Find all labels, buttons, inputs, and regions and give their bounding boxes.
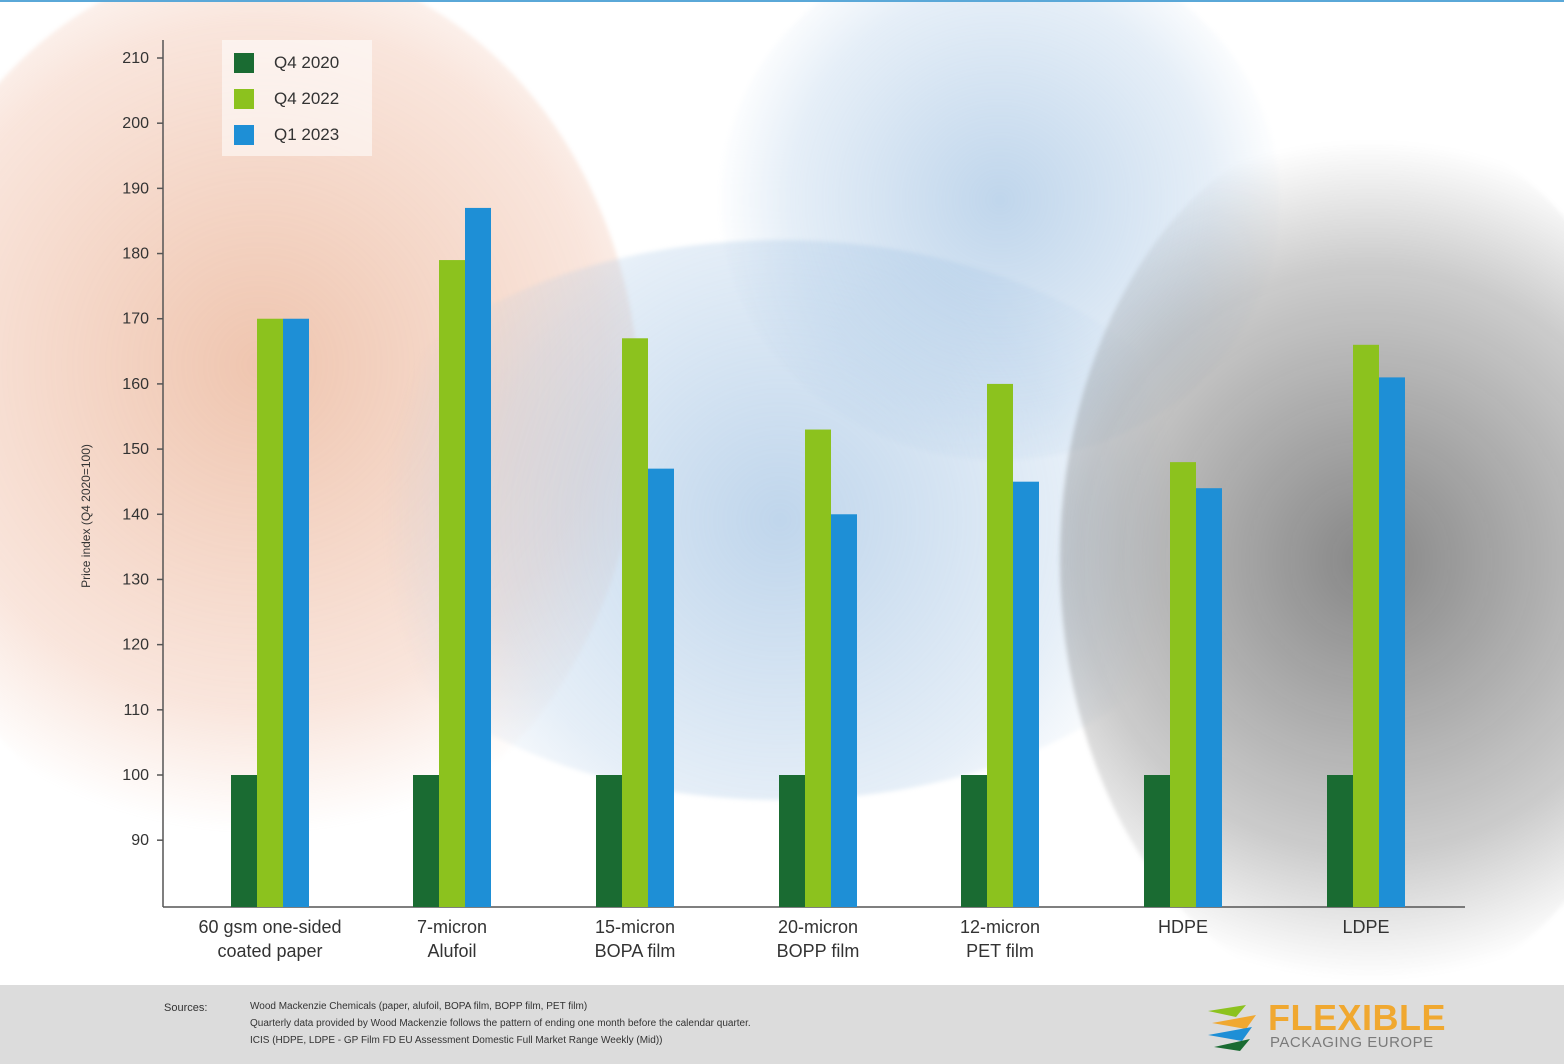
chart-legend: Q4 2020 Q4 2022 Q1 2023 bbox=[222, 40, 372, 156]
bar-chart: 90 100 110 120 130 140 150 160 170 180 190 200 210 6… bbox=[79, 40, 1465, 961]
bar bbox=[257, 318, 283, 907]
y-tick-label: 120 bbox=[122, 637, 149, 654]
y-tick-label: 150 bbox=[122, 441, 149, 458]
bar bbox=[648, 468, 674, 907]
sources-title: Sources: bbox=[164, 1002, 208, 1014]
legend-label: Q1 2023 bbox=[274, 125, 340, 144]
y-ticks: 90 100 110 120 130 140 150 160 170 180 190 200 210 bbox=[122, 50, 163, 849]
footer: Sources: Wood Mackenzie Chemicals (paper… bbox=[0, 985, 1564, 1064]
y-tick-label: 210 bbox=[122, 50, 149, 67]
bar bbox=[831, 514, 857, 907]
x-tick-label: coated paper bbox=[217, 941, 322, 961]
logo-text-packaging-europe: PACKAGING EUROPE bbox=[1270, 1034, 1434, 1051]
source-line: ICIS (HDPE, LDPE - GP Film FD EU Assessm… bbox=[250, 1035, 663, 1046]
bar bbox=[596, 775, 622, 907]
legend-item-q1-2023: Q1 2023 bbox=[234, 124, 339, 146]
x-tick-label: HDPE bbox=[1158, 917, 1208, 937]
legend-label: Q4 2020 bbox=[274, 53, 340, 72]
bar bbox=[439, 260, 465, 908]
chart-bars bbox=[231, 207, 1405, 908]
x-tick-label: 7-micron bbox=[417, 917, 487, 937]
bar bbox=[805, 429, 831, 907]
bar bbox=[1379, 377, 1405, 908]
y-tick-label: 140 bbox=[122, 506, 149, 523]
x-tick-label: LDPE bbox=[1342, 917, 1389, 937]
bar bbox=[1196, 488, 1222, 907]
legend-item-q4-2022: Q4 2022 bbox=[234, 88, 339, 110]
top-border bbox=[0, 0, 1564, 2]
legend-label: Q4 2022 bbox=[274, 89, 340, 108]
bar bbox=[1144, 775, 1170, 907]
bar bbox=[413, 775, 439, 907]
logo-mark-icon bbox=[1208, 1005, 1256, 1051]
y-tick-label: 90 bbox=[131, 832, 149, 849]
y-tick-label: 180 bbox=[122, 246, 149, 263]
bar bbox=[1170, 462, 1196, 907]
legend-swatch bbox=[234, 89, 254, 109]
legend-item-q4-2020: Q4 2020 bbox=[234, 52, 339, 74]
logo-text-flexible: FLEXIBLE bbox=[1268, 997, 1447, 1038]
x-tick-label: 20-micron bbox=[778, 917, 858, 937]
flexible-packaging-europe-logo: FLEXIBLE PACKAGING EUROPE bbox=[1206, 997, 1456, 1051]
y-tick-label: 130 bbox=[122, 571, 149, 588]
y-tick-label: 190 bbox=[122, 180, 149, 197]
bar bbox=[1013, 481, 1039, 907]
y-tick-label: 100 bbox=[122, 767, 149, 784]
x-tick-label: BOPA film bbox=[595, 941, 676, 961]
bar bbox=[1353, 344, 1379, 907]
x-tick-label: BOPP film bbox=[777, 941, 860, 961]
y-tick-label: 170 bbox=[122, 311, 149, 328]
bar bbox=[283, 318, 309, 907]
bar bbox=[231, 775, 257, 907]
x-tick-label: Alufoil bbox=[427, 941, 476, 961]
y-tick-label: 110 bbox=[123, 702, 149, 719]
x-tick-label: 12-micron bbox=[960, 917, 1040, 937]
bar bbox=[622, 338, 648, 907]
legend-swatch bbox=[234, 125, 254, 145]
bar bbox=[961, 775, 987, 907]
y-tick-label: 200 bbox=[122, 115, 149, 132]
bar bbox=[1327, 775, 1353, 907]
bar bbox=[779, 775, 805, 907]
x-tick-labels: 60 gsm one-sided coated paper 7-micron Aluf… bbox=[198, 917, 1389, 961]
y-tick-label: 160 bbox=[122, 376, 149, 393]
y-axis-label: Price index (Q4 2020=100) bbox=[79, 444, 93, 588]
source-line: Quarterly data provided by Wood Mackenzi… bbox=[250, 1018, 751, 1029]
source-line: Wood Mackenzie Chemicals (paper, alufoil… bbox=[250, 1001, 588, 1012]
x-tick-label: 60 gsm one-sided bbox=[198, 917, 341, 937]
bar bbox=[465, 207, 491, 907]
bar bbox=[987, 383, 1013, 908]
legend-swatch bbox=[234, 53, 254, 73]
x-tick-label: PET film bbox=[966, 941, 1034, 961]
x-tick-label: 15-micron bbox=[595, 917, 675, 937]
